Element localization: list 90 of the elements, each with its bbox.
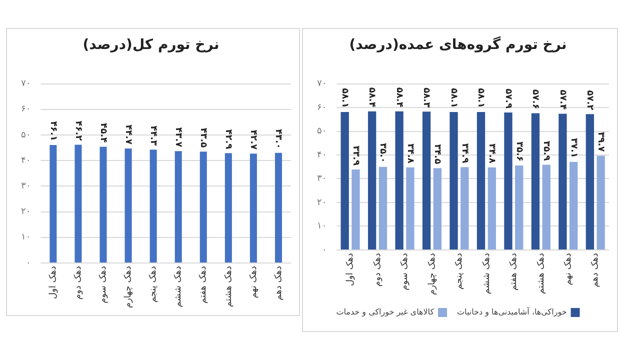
y-tick-label: ۰ bbox=[26, 258, 31, 268]
y-tick-label: ۶۰ bbox=[316, 102, 327, 113]
bar bbox=[531, 113, 540, 250]
y-tick-label: ۷۰ bbox=[20, 79, 31, 90]
data-label: ۵۸.۱ bbox=[448, 88, 458, 108]
bar bbox=[395, 111, 404, 250]
data-label: ۴۲.۷ bbox=[248, 130, 258, 150]
data-label: ۵۷.۴ bbox=[557, 90, 568, 110]
x-tick-label: دهک هفتم bbox=[198, 266, 209, 304]
x-tick-label: دهک اول bbox=[346, 252, 356, 286]
y-tick-label: ۳۰ bbox=[316, 174, 327, 184]
bar bbox=[488, 167, 496, 250]
data-label: ۵۸.۱ bbox=[476, 88, 486, 108]
x-tick-label: دهک چهارم bbox=[427, 252, 438, 296]
bar bbox=[515, 165, 524, 250]
bar bbox=[368, 111, 376, 250]
bar bbox=[340, 112, 349, 250]
chart-title: نرخ تورم گروه‌های عمده(درصد) bbox=[349, 36, 567, 54]
x-tick-label: دهک پنجم bbox=[454, 252, 465, 290]
x-tick-label: دهک دهم bbox=[590, 252, 601, 288]
x-tick-label: دهک چهارم bbox=[124, 266, 134, 308]
bar bbox=[558, 114, 567, 250]
y-tick-label: ۱۰ bbox=[316, 222, 327, 232]
x-tick-label: دهک دوم bbox=[372, 252, 383, 287]
x-tick-label: دهک ششم bbox=[174, 266, 184, 308]
chart-title: نرخ تورم کل(درصد) bbox=[82, 37, 220, 54]
bar bbox=[542, 164, 550, 250]
bar bbox=[586, 114, 594, 250]
data-label: ۳۵.۰ bbox=[378, 142, 388, 163]
x-tick-label: دهک هفتم bbox=[509, 252, 520, 291]
bar bbox=[352, 169, 360, 250]
bar bbox=[406, 167, 414, 250]
x-tick-label: دهک هشتم bbox=[536, 252, 546, 294]
data-label: ۵۸.۱ bbox=[339, 88, 350, 108]
y-tick-label: ۷۰ bbox=[316, 79, 327, 90]
y-tick-label: ۵۰ bbox=[20, 130, 31, 140]
data-label: ۵۷.۶ bbox=[530, 89, 540, 110]
bar bbox=[378, 166, 388, 250]
y-tick-label: ۴۰ bbox=[20, 156, 31, 166]
x-tick-label: دهک نهم bbox=[563, 252, 574, 286]
data-label: ۳۴.۸ bbox=[404, 143, 415, 164]
y-tick-label: ۰ bbox=[322, 245, 327, 256]
x-tick-label: دهک هشتم bbox=[224, 266, 234, 308]
x-tick-label: دهک اول bbox=[48, 266, 59, 300]
data-label: ۴۶.۱ bbox=[48, 121, 58, 141]
x-tick-label: دهک سوم bbox=[400, 252, 410, 290]
data-label: ۴۳.۵ bbox=[198, 128, 208, 148]
y-tick-label: ۲۰ bbox=[316, 198, 327, 208]
y-tick-label: ۵۰ bbox=[316, 126, 327, 137]
data-label: ۵۸.۴ bbox=[366, 87, 377, 108]
data-label: ۵۸.۳ bbox=[421, 88, 432, 108]
data-label: ۴۳.۰ bbox=[273, 128, 284, 149]
data-label: ۴۲.۹ bbox=[223, 129, 234, 150]
x-tick-label: دهک نهم bbox=[248, 266, 259, 298]
y-tick-label: ۶۰ bbox=[20, 104, 31, 115]
x-tick-label: دهک پنجم bbox=[148, 266, 159, 303]
bar bbox=[460, 167, 469, 250]
data-label: ۵۸.۴ bbox=[394, 87, 404, 108]
data-label: ۳۷.۱ bbox=[568, 138, 578, 158]
bar bbox=[570, 162, 578, 250]
x-tick-label: دهک دهم bbox=[274, 266, 284, 300]
legend-label: خوراکی‌ها، آشامیدنی‌ها و دخانیات bbox=[457, 306, 567, 317]
data-label: ۳۵.۶ bbox=[514, 142, 524, 162]
bar bbox=[596, 156, 605, 250]
data-label: ۳۴.۹ bbox=[459, 143, 470, 164]
data-label: ۳۵.۹ bbox=[541, 140, 552, 162]
data-label: ۳۴.۸ bbox=[486, 143, 497, 164]
data-label: ۵۷.۹ bbox=[502, 88, 513, 110]
data-label: ۳۹.۷ bbox=[595, 132, 606, 152]
x-tick-label: دهک سوم bbox=[98, 266, 109, 304]
data-label: ۵۷.۲ bbox=[584, 90, 595, 111]
data-label: ۴۳.۷ bbox=[173, 127, 184, 148]
data-label: ۴۶.۲ bbox=[72, 120, 83, 142]
data-label: ۴۵.۴ bbox=[98, 122, 108, 144]
y-tick-label: ۳۰ bbox=[20, 182, 31, 192]
data-label: ۴۴.۳ bbox=[148, 126, 158, 146]
x-tick-label: دهک دوم bbox=[74, 266, 84, 300]
bar bbox=[476, 112, 486, 250]
bar bbox=[422, 112, 431, 250]
bar bbox=[504, 112, 512, 250]
bar bbox=[433, 168, 442, 250]
x-tick-label: دهک ششم bbox=[482, 252, 492, 294]
y-tick-label: ۴۰ bbox=[316, 150, 327, 160]
y-tick-label: ۱۰ bbox=[20, 232, 31, 243]
data-label: ۴۴.۷ bbox=[122, 124, 133, 146]
bar bbox=[450, 112, 458, 250]
data-label: ۳۴.۵ bbox=[432, 144, 442, 165]
data-label: ۳۳.۹ bbox=[350, 146, 360, 166]
y-tick-label: ۲۰ bbox=[20, 207, 31, 218]
legend-label: کالاهای غیر خوراکی و خدمات bbox=[336, 308, 434, 317]
